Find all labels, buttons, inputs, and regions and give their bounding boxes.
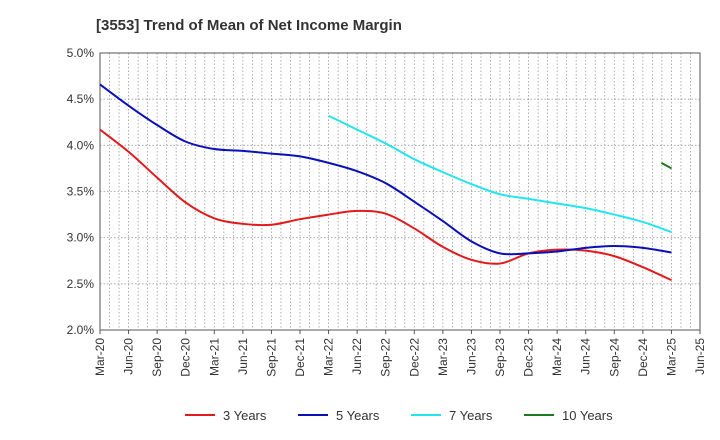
x-tick-label: Dec-23 — [522, 338, 536, 377]
x-tick-label: Sep-20 — [150, 338, 164, 377]
x-tick-label: Dec-20 — [179, 338, 193, 377]
x-tick-label: Mar-24 — [550, 338, 564, 376]
x-tick-label: Mar-20 — [93, 338, 107, 376]
x-tick-label: Mar-21 — [207, 338, 221, 376]
x-tick-label: Mar-25 — [664, 338, 678, 376]
x-tick-label: Sep-23 — [493, 338, 507, 377]
legend-label: 7 Years — [449, 408, 493, 423]
x-tick-label: Sep-21 — [264, 338, 278, 377]
x-tick-label: Jun-20 — [122, 338, 136, 375]
y-tick-label: 3.0% — [67, 231, 95, 245]
x-tick-label: Dec-21 — [293, 338, 307, 377]
y-tick-label: 2.5% — [67, 277, 95, 291]
series-line — [660, 162, 672, 170]
x-tick-label: Jun-24 — [579, 338, 593, 375]
x-tick-label: Mar-22 — [322, 338, 336, 376]
y-tick-label: 2.0% — [67, 323, 95, 337]
x-tick-label: Sep-24 — [607, 338, 621, 377]
plot-area: 2.0% 2.5% 3.0% 3.5% 4.0% 4.5% 5.0% Mar-20 Jun-20… — [67, 46, 707, 377]
legend-label: 10 Years — [562, 408, 613, 423]
legend: 3 Years 5 Years 7 Years 10 Years — [185, 408, 613, 423]
x-tick-label: Jun-22 — [350, 338, 364, 375]
legend-label: 5 Years — [336, 408, 380, 423]
x-tick-label: Jun-23 — [464, 338, 478, 375]
x-tick-label: Jun-25 — [693, 338, 707, 375]
x-tick-label: Jun-21 — [236, 338, 250, 375]
x-tick-label: Mar-23 — [436, 338, 450, 376]
y-tick-label: 4.5% — [67, 92, 95, 106]
chart-title: [3553] Trend of Mean of Net Income Margi… — [96, 17, 402, 34]
x-tick-label: Dec-22 — [407, 338, 421, 377]
plot-frame — [99, 52, 701, 331]
series-line — [99, 83, 672, 256]
x-tick-label: Dec-24 — [636, 338, 650, 377]
y-tick-label: 4.0% — [67, 138, 95, 152]
y-tick-label: 5.0% — [67, 46, 95, 60]
x-tick-label: Sep-22 — [379, 338, 393, 377]
series-line — [99, 128, 672, 282]
legend-label: 3 Years — [223, 408, 267, 423]
y-tick-label: 3.5% — [67, 185, 95, 199]
series-line — [328, 114, 672, 234]
